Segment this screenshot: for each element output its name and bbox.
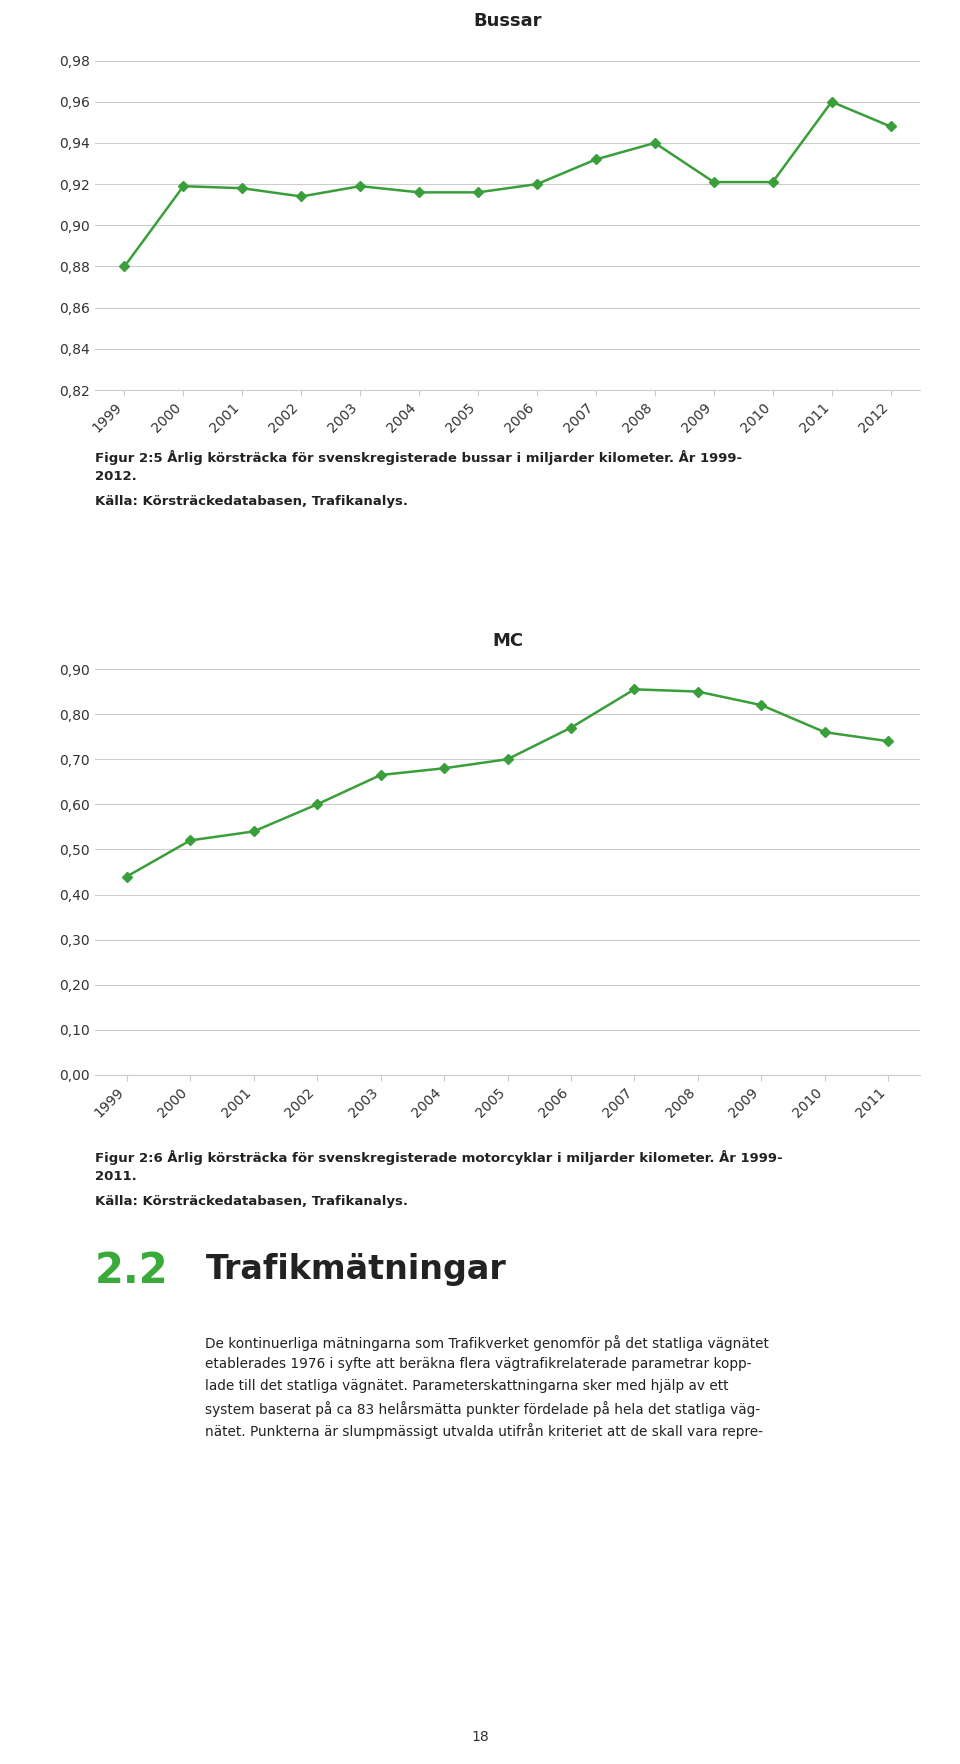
Title: Bussar: Bussar bbox=[473, 12, 541, 30]
Text: Figur 2:6 Årlig körsträcka för svenskregisterade motorcyklar i miljarder kilomet: Figur 2:6 Årlig körsträcka för svenskreg… bbox=[95, 1150, 782, 1164]
Text: De kontinuerliga mätningarna som Trafikverket genomför på det statliga vägnätet: De kontinuerliga mätningarna som Trafikv… bbox=[205, 1335, 769, 1351]
Text: Trafikmätningar: Trafikmätningar bbox=[205, 1252, 506, 1286]
Text: etablerades 1976 i syfte att beräkna flera vägtrafikrelaterade parametrar kopp-: etablerades 1976 i syfte att beräkna fle… bbox=[205, 1357, 752, 1371]
Title: MC: MC bbox=[492, 632, 523, 651]
Text: system baserat på ca 83 helårsmätta punkter fördelade på hela det statliga väg-: system baserat på ca 83 helårsmätta punk… bbox=[205, 1401, 760, 1416]
Text: Källa: Körsträckedatabasen, Trafikanalys.: Källa: Körsträckedatabasen, Trafikanalys… bbox=[95, 496, 408, 508]
Text: 2011.: 2011. bbox=[95, 1170, 136, 1184]
Text: 2.2: 2.2 bbox=[95, 1251, 169, 1291]
Text: Figur 2:5 Årlig körsträcka för svenskregisterade bussar i miljarder kilometer. Å: Figur 2:5 Årlig körsträcka för svenskreg… bbox=[95, 450, 742, 466]
Text: nätet. Punkterna är slumpmässigt utvalda utifrån kriteriet att de skall vara rep: nätet. Punkterna är slumpmässigt utvalda… bbox=[205, 1424, 763, 1439]
Text: lade till det statliga vägnätet. Parameterskattningarna sker med hjälp av ett: lade till det statliga vägnätet. Paramet… bbox=[205, 1379, 729, 1394]
Text: 2012.: 2012. bbox=[95, 469, 136, 483]
Text: Källa: Körsträckedatabasen, Trafikanalys.: Källa: Körsträckedatabasen, Trafikanalys… bbox=[95, 1194, 408, 1208]
Text: 18: 18 bbox=[471, 1730, 489, 1745]
